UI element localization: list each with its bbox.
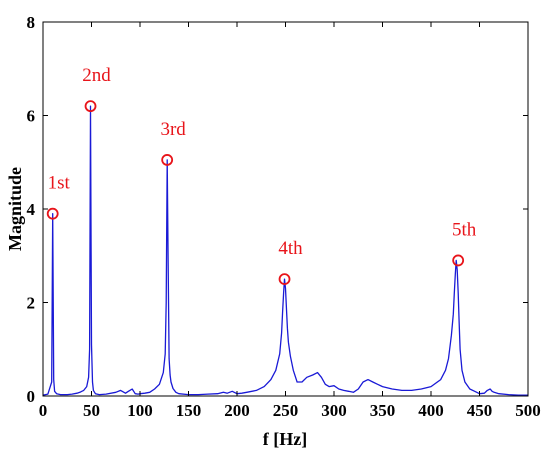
y-tick-label: 0 [27,387,36,406]
peak-marker-4th [278,273,291,286]
peak-label-4th: 4th [278,238,303,259]
x-tick-label: 50 [83,401,100,420]
peak-label-5th: 5th [452,219,477,240]
peak-label-3rd: 3rd [160,119,186,140]
peak-label-2nd: 2nd [82,65,111,86]
y-tick-label: 6 [27,107,36,126]
x-tick-label: 0 [39,401,48,420]
x-tick-label: 150 [176,401,202,420]
peak-label-1st: 1st [48,173,71,194]
peak-marker-2nd [84,100,97,113]
spectrum-line [42,105,528,396]
x-tick-label: 450 [467,401,493,420]
plot-area: 1st 2nd 3rd 4th 5th [42,65,528,396]
axes-frame [42,21,529,397]
x-tick-label: 350 [370,401,396,420]
peak-marker-1st [46,207,59,220]
x-tick-label: 400 [418,401,444,420]
y-tick-label: 8 [27,13,36,32]
x-tick-label: 250 [273,401,299,420]
peak-marker-3rd [161,154,174,166]
axes: 0 50 100 150 200 250 300 350 400 450 500 0 2 4 6 8 [27,13,541,420]
x-tick-label: 200 [224,401,250,420]
y-axis-title: Magnitude [5,167,25,251]
x-tick-label: 100 [127,401,153,420]
y-tick-label: 4 [27,200,36,219]
x-tick-label: 300 [321,401,347,420]
x-tick-label: 500 [515,401,541,420]
x-axis-title: f [Hz] [263,429,307,449]
peak-marker-5th [452,254,465,267]
y-tick-label: 2 [27,294,36,313]
